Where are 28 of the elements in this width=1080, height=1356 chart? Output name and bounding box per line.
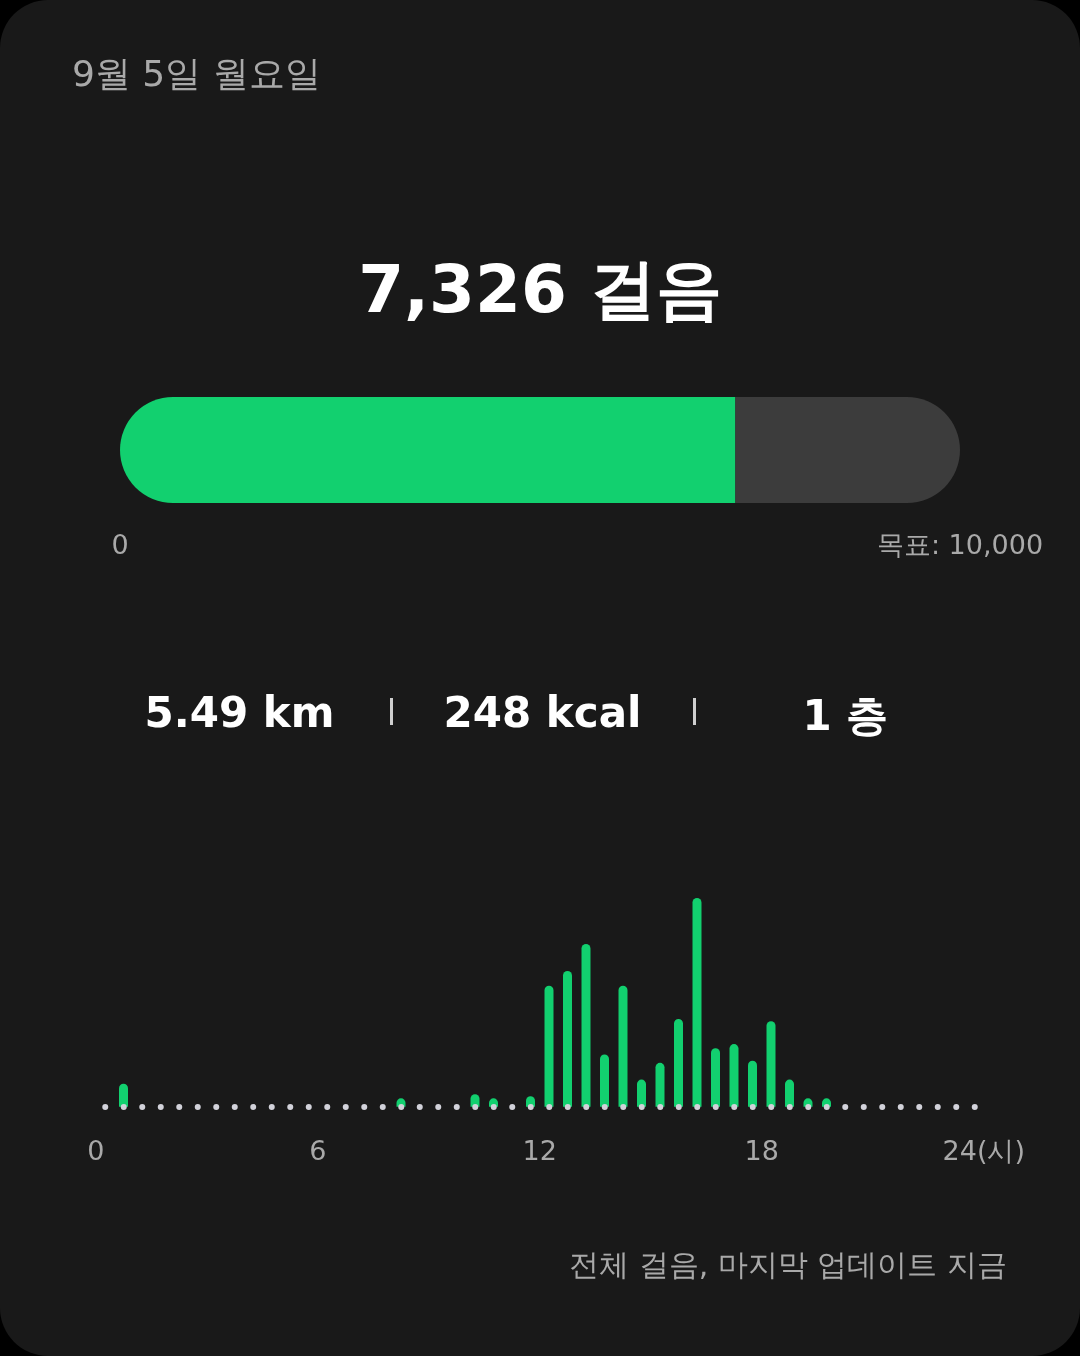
- x-tick-label: 12: [522, 1134, 557, 1166]
- text: 5.49 km: [143, 688, 336, 737]
- bar: [729, 1044, 739, 1107]
- x-tick-label: 0: [111, 529, 129, 560]
- bar: [674, 1019, 683, 1107]
- text: 248 kcal: [442, 688, 643, 737]
- bar: [637, 1079, 646, 1107]
- bar: [544, 985, 554, 1107]
- x-tick-label: 18: [744, 1134, 779, 1166]
- bar: [748, 1060, 757, 1107]
- bar: [711, 1048, 720, 1107]
- chart-subtitle: 7,326 걸음: [357, 250, 723, 330]
- bar: [692, 898, 702, 1107]
- bar: [785, 1079, 794, 1107]
- text: 전체 걸음, 마지막 업데이트 지금: [569, 1246, 1007, 1284]
- bar: [766, 1021, 776, 1107]
- x-tick-label: 6: [309, 1134, 327, 1166]
- chart-title: 9월 5일 월요일: [72, 52, 321, 96]
- bar: [563, 971, 572, 1107]
- bar: [600, 1054, 609, 1107]
- bar: [655, 1062, 665, 1107]
- text: 1 층: [801, 690, 890, 742]
- x-tick-label: 24(시): [942, 1134, 1025, 1166]
- x-tick-label: 목표: 10,000: [876, 529, 1044, 560]
- bar: [119, 1083, 128, 1107]
- x-tick-label: 0: [87, 1134, 105, 1166]
- bar: [618, 985, 628, 1107]
- bar: [581, 943, 591, 1107]
